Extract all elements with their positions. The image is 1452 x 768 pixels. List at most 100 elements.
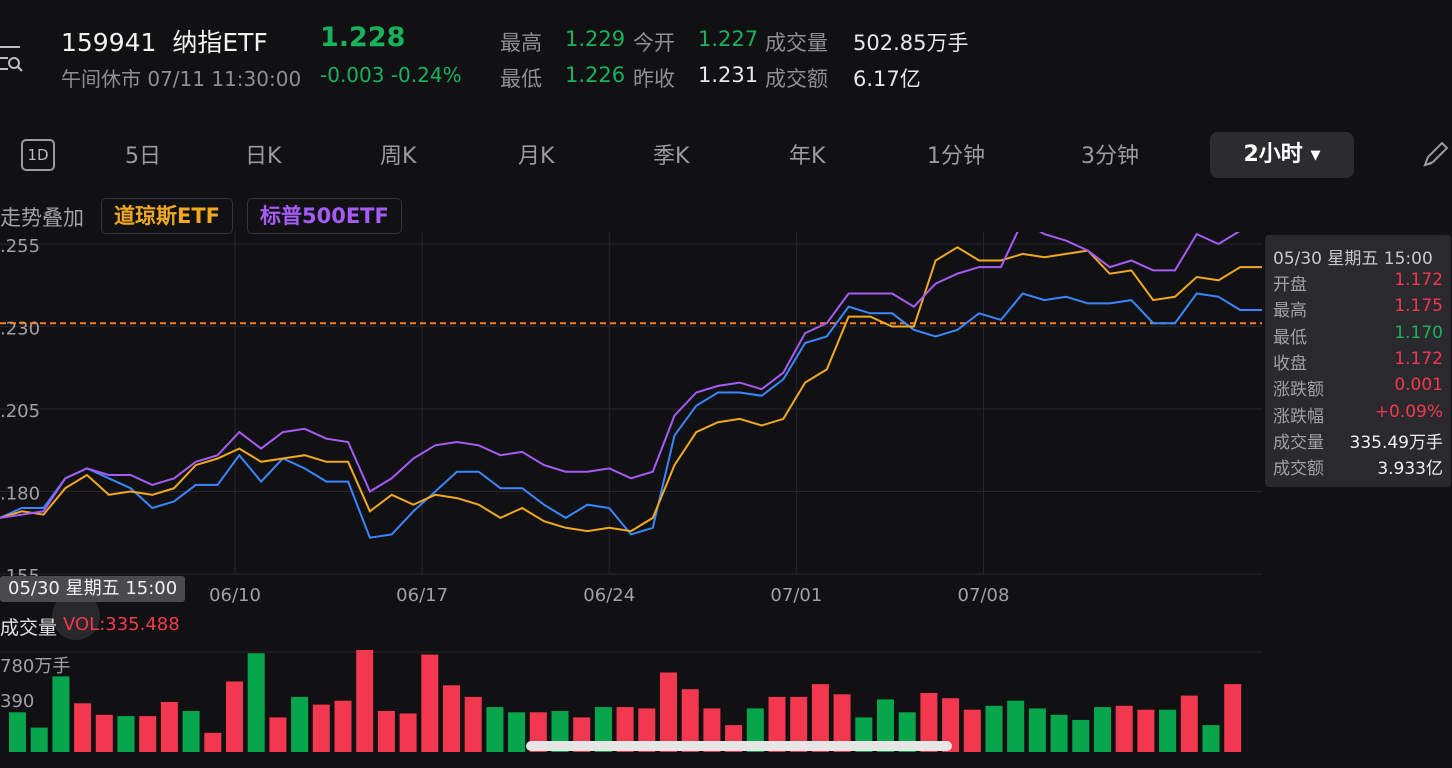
stat-value-turnover: 6.17亿 [853,67,921,91]
volume-bar [942,698,960,752]
volume-bar [139,716,157,752]
tab-3min[interactable]: 3分钟 [1081,144,1139,169]
volume-bar [1028,708,1046,752]
tooltip-row: 最低 1.170 [1273,323,1443,348]
volume-bar [377,711,395,752]
tab-1d[interactable]: 1D [21,139,55,171]
change-amount: -0.003 [320,63,385,87]
volume-bar [464,696,482,752]
volume-bar [963,709,981,752]
volume-bar [985,705,1003,752]
stat-value-low: 1.226 [565,63,626,87]
tab-monthly-k[interactable]: 月K [518,144,555,169]
tooltip-row-label: 涨跌额 [1273,380,1324,401]
tooltip-row-label: 开盘 [1273,275,1307,295]
volume-bar [594,707,612,752]
x-tick-label: 06/10 [209,585,261,606]
volume-bar [1202,725,1220,752]
volume-bar [877,699,894,752]
volume-bar [443,685,460,752]
volume-bar [117,716,135,752]
stat-value-open: 1.227 [698,27,759,51]
tooltip-row: 收盘 1.172 [1273,349,1443,374]
volume-bar [421,654,439,752]
cursor-date-badge: 05/30 星期五 15:00 [0,576,186,602]
volume-bar [1180,695,1198,752]
volume-bar [74,703,92,752]
volume-bar [768,696,786,752]
pencil-draw-icon[interactable] [1420,138,1452,174]
tooltip-row: 涨跌幅 +0.09% [1273,402,1443,427]
stock-code: 159941 [61,28,157,57]
series-line-sp500 [0,232,1241,519]
tooltip-date: 05/30 星期五 15:00 [1273,249,1433,269]
volume-bar [833,694,851,752]
stat-label-volume: 成交量 [765,31,828,55]
y-tick-label: .255 [0,236,40,257]
volume-bar [660,672,677,752]
stat-value-prev-close: 1.231 [698,63,759,87]
volume-bar [486,707,504,752]
volume-bar [616,707,634,752]
volume-bar [356,650,374,752]
tab-5day[interactable]: 5日 [125,144,161,169]
volume-bar [204,732,222,752]
tooltip-row: 涨跌额 0.001 [1273,375,1443,400]
stat-label-prev-close: 昨收 [633,67,675,91]
overlay-chip-sp500[interactable]: 标普500ETF [247,198,402,234]
volume-bar [1115,705,1133,752]
stat-label-high: 最高 [500,31,542,55]
tab-quarterly-k[interactable]: 季K [653,144,690,169]
stat-value-high: 1.229 [565,27,626,51]
tooltip-row-value: 1.172 [1394,270,1443,290]
tab-2hour-label: 2小时 [1243,142,1303,167]
volume-bar [811,684,829,752]
tooltip-row-value: 1.170 [1394,322,1443,343]
volume-axis-mid: 390 [0,691,35,712]
price-change: -0.003 -0.24% [320,63,462,87]
tooltip-row: 成交量 335.49万手 [1273,428,1443,453]
tooltip-row-value: 1.172 [1394,348,1443,369]
volume-bar [291,696,309,752]
tab-daily-k[interactable]: 日K [245,144,282,169]
volume-bar [790,696,808,752]
volume-bar [247,653,265,752]
stat-value-volume: 502.85万手 [853,31,969,55]
volume-bar [95,714,113,752]
tab-2hour-dropdown[interactable]: 2小时 ▼ [1210,132,1354,178]
volume-bar [269,717,287,752]
menu-search-icon[interactable] [0,44,24,74]
tooltip-row-value: 0.001 [1394,375,1443,396]
volume-bar [920,693,938,752]
volume-bar [1224,684,1242,752]
tooltip-row-value: 3.933亿 [1377,459,1443,480]
volume-bar [681,689,699,752]
volume-bar [1159,709,1177,752]
volume-bar [399,713,417,752]
current-price: 1.228 [320,22,406,53]
stat-label-open: 今开 [633,31,675,55]
volume-bar [312,704,330,752]
volume-bar [1007,700,1025,752]
tab-weekly-k[interactable]: 周K [380,144,417,169]
y-tick-label: .180 [0,484,40,505]
stat-label-turnover: 成交额 [765,67,828,91]
caret-down-icon: ▼ [1310,148,1321,163]
stock-title: 159941 纳指ETF [61,23,268,59]
change-percent: -0.24% [390,63,462,87]
volume-bar [1072,719,1090,752]
price-chart[interactable]: .255.230.205.180.15506/1006/1706/2407/01… [0,232,1265,652]
tooltip-row-label: 收盘 [1273,353,1307,374]
x-tick-label: 06/24 [583,585,635,606]
tooltip-row-label: 成交量 [1273,432,1324,453]
tab-1min[interactable]: 1分钟 [927,144,985,169]
tooltip-row-label: 涨跌幅 [1273,406,1324,427]
series-line-dow [0,246,1262,533]
period-tabs: 1D 5日 日K 周K 月K 季K 年K 1分钟 3分钟 2小时 ▼ [0,128,1452,180]
tab-yearly-k[interactable]: 年K [789,144,826,169]
tooltip-row-label: 最高 [1273,301,1307,322]
overlay-chip-dow[interactable]: 道琼斯ETF [101,198,234,234]
volume-bar [508,712,526,752]
home-indicator[interactable] [526,741,952,751]
volume-bar [1094,707,1111,752]
